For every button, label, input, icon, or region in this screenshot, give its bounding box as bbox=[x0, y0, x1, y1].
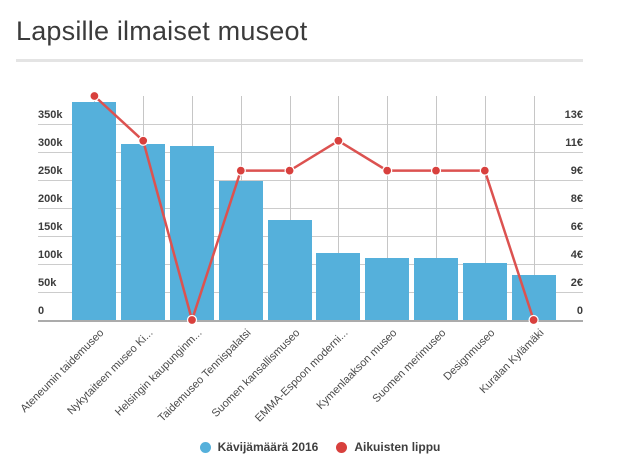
y-axis-label-right: 4€ bbox=[570, 249, 583, 261]
ticket-series-label: Aikuisten lippu bbox=[354, 440, 441, 454]
y-axis-label-left: 250k bbox=[38, 165, 63, 177]
y-axis-label-right: 11€ bbox=[565, 137, 583, 149]
visitors-bar[interactable] bbox=[170, 146, 214, 320]
y-axis-label-right: 2€ bbox=[570, 277, 583, 289]
y-axis-label-right: 6€ bbox=[570, 221, 583, 233]
horizontal-gridline bbox=[38, 152, 583, 153]
visitors-series-swatch bbox=[199, 441, 211, 453]
x-axis-label: Taidemuseo Tennispalatsi bbox=[155, 327, 254, 425]
x-axis-label: EMMA-Espoon moderni... bbox=[253, 327, 351, 425]
x-axis-label: Suomen kansallismuseo bbox=[209, 327, 303, 420]
legend-item-visitors[interactable]: Kävijämäärä 2016 bbox=[199, 440, 319, 454]
chart-title: Lapsille ilmaiset museot bbox=[16, 16, 308, 46]
y-axis-label-left: 0 bbox=[38, 305, 45, 317]
x-axis-label: Ateneumin taidemuseo bbox=[18, 327, 107, 416]
horizontal-gridline bbox=[38, 180, 583, 181]
y-axis-label-right: 0 bbox=[576, 305, 583, 317]
legend-item-ticket[interactable]: Aikuisten lippu bbox=[336, 440, 440, 454]
plot-area: 0 0 50k 2€ 100k 4€ 150k 6€ 200k 8€ 250k 9€ 300k 11€ 35… bbox=[19, 90, 583, 425]
y-axis-label-left: 100k bbox=[38, 249, 63, 261]
y-axis-label-right: 8€ bbox=[570, 193, 583, 205]
visitors-bar[interactable] bbox=[365, 258, 410, 320]
visitors-bar[interactable] bbox=[218, 181, 263, 320]
visitors-bar[interactable] bbox=[462, 262, 507, 320]
y-axis-label-left: 350k bbox=[38, 109, 63, 121]
x-axis-label: Nykytaiteen museo Ki... bbox=[65, 327, 156, 418]
horizontal-gridline bbox=[38, 124, 583, 125]
visitors-bar[interactable] bbox=[316, 252, 361, 320]
visitors-bar[interactable] bbox=[72, 101, 117, 320]
x-axis-label: Helsingin kaupunginm... bbox=[112, 327, 205, 419]
y-axis-label-right: 13€ bbox=[564, 109, 583, 121]
legend: Kävijämäärä 2016 Aikuisten lippu bbox=[0, 440, 640, 454]
visitors-bar[interactable] bbox=[267, 220, 312, 320]
y-axis-label-right: 9€ bbox=[570, 165, 583, 177]
title-divider bbox=[16, 59, 583, 62]
x-axis-baseline bbox=[38, 320, 583, 322]
visitors-series-label: Kävijämäärä 2016 bbox=[217, 440, 319, 454]
y-axis-label-left: 300k bbox=[38, 137, 63, 149]
y-axis-label-left: 200k bbox=[38, 193, 63, 205]
y-axis-label-left: 50k bbox=[38, 277, 57, 289]
visitors-bar[interactable] bbox=[121, 143, 166, 320]
horizontal-gridline bbox=[38, 208, 583, 209]
y-axis-label-left: 150k bbox=[38, 221, 63, 233]
visitors-bar[interactable] bbox=[414, 258, 458, 320]
ticket-series-swatch bbox=[336, 441, 348, 453]
visitors-bar[interactable] bbox=[511, 274, 556, 320]
